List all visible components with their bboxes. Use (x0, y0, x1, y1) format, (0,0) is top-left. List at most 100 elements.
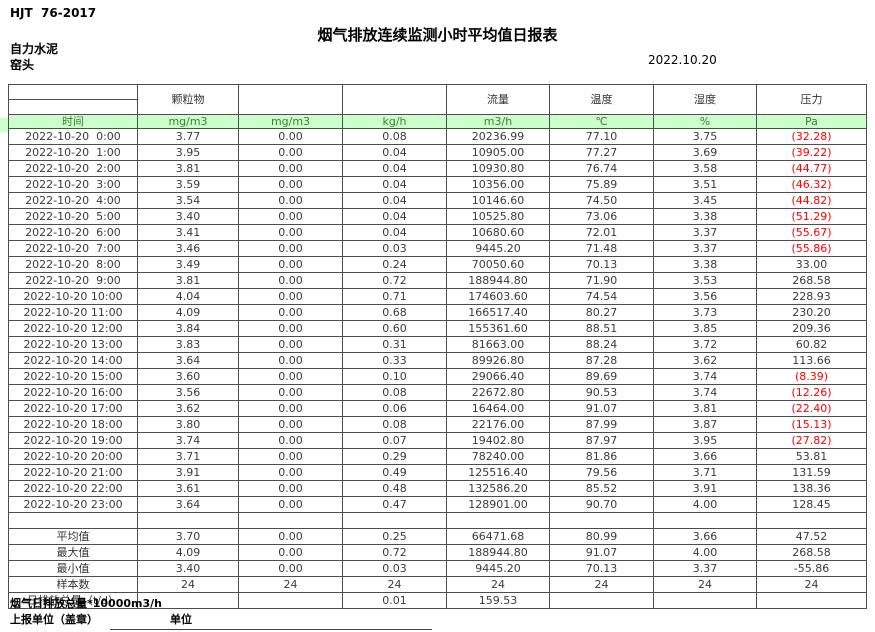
value-cell: 3.75 (653, 128, 757, 145)
table-row: 2022-10-20 7:00 3.46 0.00 0.03 9445.20 71.48 3… (8, 240, 867, 257)
value-cell: 0.00 (238, 448, 343, 465)
col-header-particulate: 颗粒物 (137, 84, 239, 115)
value-cell: 22176.00 (446, 416, 550, 433)
value-cell: 88.51 (549, 320, 654, 337)
value-cell: 3.74 (653, 368, 757, 385)
time-header-top (9, 86, 137, 100)
table-row: 2022-10-20 15:00 3.60 0.00 0.10 29066.40 89.6… (8, 368, 867, 385)
value-cell: 3.80 (137, 416, 239, 433)
value-cell: 125516.40 (446, 464, 550, 481)
value-cell: 87.28 (549, 352, 654, 369)
table-row: 2022-10-20 1:00 3.95 0.00 0.04 10905.00 77.27… (8, 144, 867, 161)
value-cell: 0.00 (238, 496, 343, 513)
summary-value-cell: 268.58 (756, 544, 867, 561)
unit-kgh: kg/h (342, 114, 447, 129)
summary-value-cell: 24 (137, 576, 239, 593)
time-cell: 2022-10-20 14:00 (8, 352, 138, 369)
value-cell: 131.59 (756, 464, 867, 481)
value-cell: 0.00 (238, 320, 343, 337)
value-cell: 230.20 (756, 304, 867, 321)
col-header-humidity: 湿度 (653, 84, 757, 115)
table-row: 2022-10-20 0:00 3.77 0.00 0.08 20236.99 77.10… (8, 128, 867, 145)
col-header-flow: 流量 (446, 84, 550, 115)
value-cell: 3.81 (137, 160, 239, 177)
value-cell: 0.29 (342, 448, 447, 465)
value-cell: 79.56 (549, 464, 654, 481)
time-cell: 2022-10-20 23:00 (8, 496, 138, 513)
value-cell: 3.37 (653, 240, 757, 257)
table-row: 2022-10-20 16:00 3.56 0.00 0.08 22672.80 90.5… (8, 384, 867, 401)
value-cell: 10525.80 (446, 208, 550, 225)
table-row: 2022-10-20 17:00 3.62 0.00 0.06 16464.00 91.0… (8, 400, 867, 417)
value-cell: 16464.00 (446, 400, 550, 417)
summary-value-cell: 159.53 (446, 592, 550, 609)
time-cell: 2022-10-20 10:00 (8, 288, 138, 305)
value-cell: (55.86) (756, 240, 867, 257)
time-cell: 2022-10-20 19:00 (8, 432, 138, 449)
value-cell: 88.24 (549, 336, 654, 353)
summary-label-cell: 最大值 (8, 544, 138, 561)
summary-value-cell: 3.40 (137, 560, 239, 577)
value-cell: 0.49 (342, 464, 447, 481)
value-cell: 138.36 (756, 480, 867, 497)
value-cell: 0.00 (238, 304, 343, 321)
value-cell: 0.00 (238, 368, 343, 385)
summary-label-cell: 样本数 (8, 576, 138, 593)
value-cell: 0.00 (238, 384, 343, 401)
value-cell: (22.40) (756, 400, 867, 417)
value-cell: 0.00 (238, 336, 343, 353)
value-cell: 0.00 (238, 256, 343, 273)
value-cell: 3.62 (653, 352, 757, 369)
value-cell: 70.13 (549, 256, 654, 273)
value-cell: (15.13) (756, 416, 867, 433)
value-cell: 77.10 (549, 128, 654, 145)
summary-value-cell: 0.00 (238, 544, 343, 561)
value-cell: 3.60 (137, 368, 239, 385)
value-cell: 60.82 (756, 336, 867, 353)
value-cell: 3.54 (137, 192, 239, 209)
value-cell: 0.24 (342, 256, 447, 273)
value-cell: 3.38 (653, 208, 757, 225)
summary-value-cell: 24 (653, 576, 757, 593)
time-cell: 2022-10-20 22:00 (8, 480, 138, 497)
value-cell: 3.71 (653, 464, 757, 481)
value-cell: (44.82) (756, 192, 867, 209)
summary-value-cell: 47.52 (756, 528, 867, 545)
summary-label-cell: 最小值 (8, 560, 138, 577)
table-row: 2022-10-20 14:00 3.64 0.00 0.33 89926.80 87.2… (8, 352, 867, 369)
col-header-blank1 (238, 84, 343, 115)
value-cell: 0.03 (342, 240, 447, 257)
value-cell: 33.00 (756, 256, 867, 273)
summary-value-cell: 0.25 (342, 528, 447, 545)
summary-value-cell: 188944.80 (446, 544, 550, 561)
table-row: 2022-10-20 22:00 3.61 0.00 0.48 132586.20 85.… (8, 480, 867, 497)
value-cell: 3.37 (653, 224, 757, 241)
time-cell: 2022-10-20 5:00 (8, 208, 138, 225)
value-cell: (44.77) (756, 160, 867, 177)
value-cell: 128901.00 (446, 496, 550, 513)
value-cell: 77.27 (549, 144, 654, 161)
value-cell: 75.89 (549, 176, 654, 193)
value-cell: 0.04 (342, 192, 447, 209)
time-cell: 2022-10-20 18:00 (8, 416, 138, 433)
value-cell: 3.41 (137, 224, 239, 241)
value-cell: (55.67) (756, 224, 867, 241)
signature-line (110, 629, 432, 630)
summary-value-cell: 24 (756, 576, 867, 593)
spacer-cell (549, 512, 654, 529)
summary-value-cell: 66471.68 (446, 528, 550, 545)
value-cell: 53.81 (756, 448, 867, 465)
value-cell: 0.00 (238, 240, 343, 257)
value-cell: 0.00 (238, 192, 343, 209)
summary-value-cell: 4.09 (137, 544, 239, 561)
value-cell: 3.74 (653, 384, 757, 401)
value-cell: 10905.00 (446, 144, 550, 161)
monitoring-point: 窑头 (10, 58, 35, 72)
value-cell: 3.84 (137, 320, 239, 337)
value-cell: 0.00 (238, 144, 343, 161)
summary-value-cell: 3.70 (137, 528, 239, 545)
value-cell: 3.72 (653, 336, 757, 353)
spacer-cell (137, 512, 239, 529)
summary-row: 最大值 4.09 0.00 0.72 188944.80 91.07 4.00 268.58 (8, 544, 867, 561)
value-cell: 3.81 (137, 272, 239, 289)
